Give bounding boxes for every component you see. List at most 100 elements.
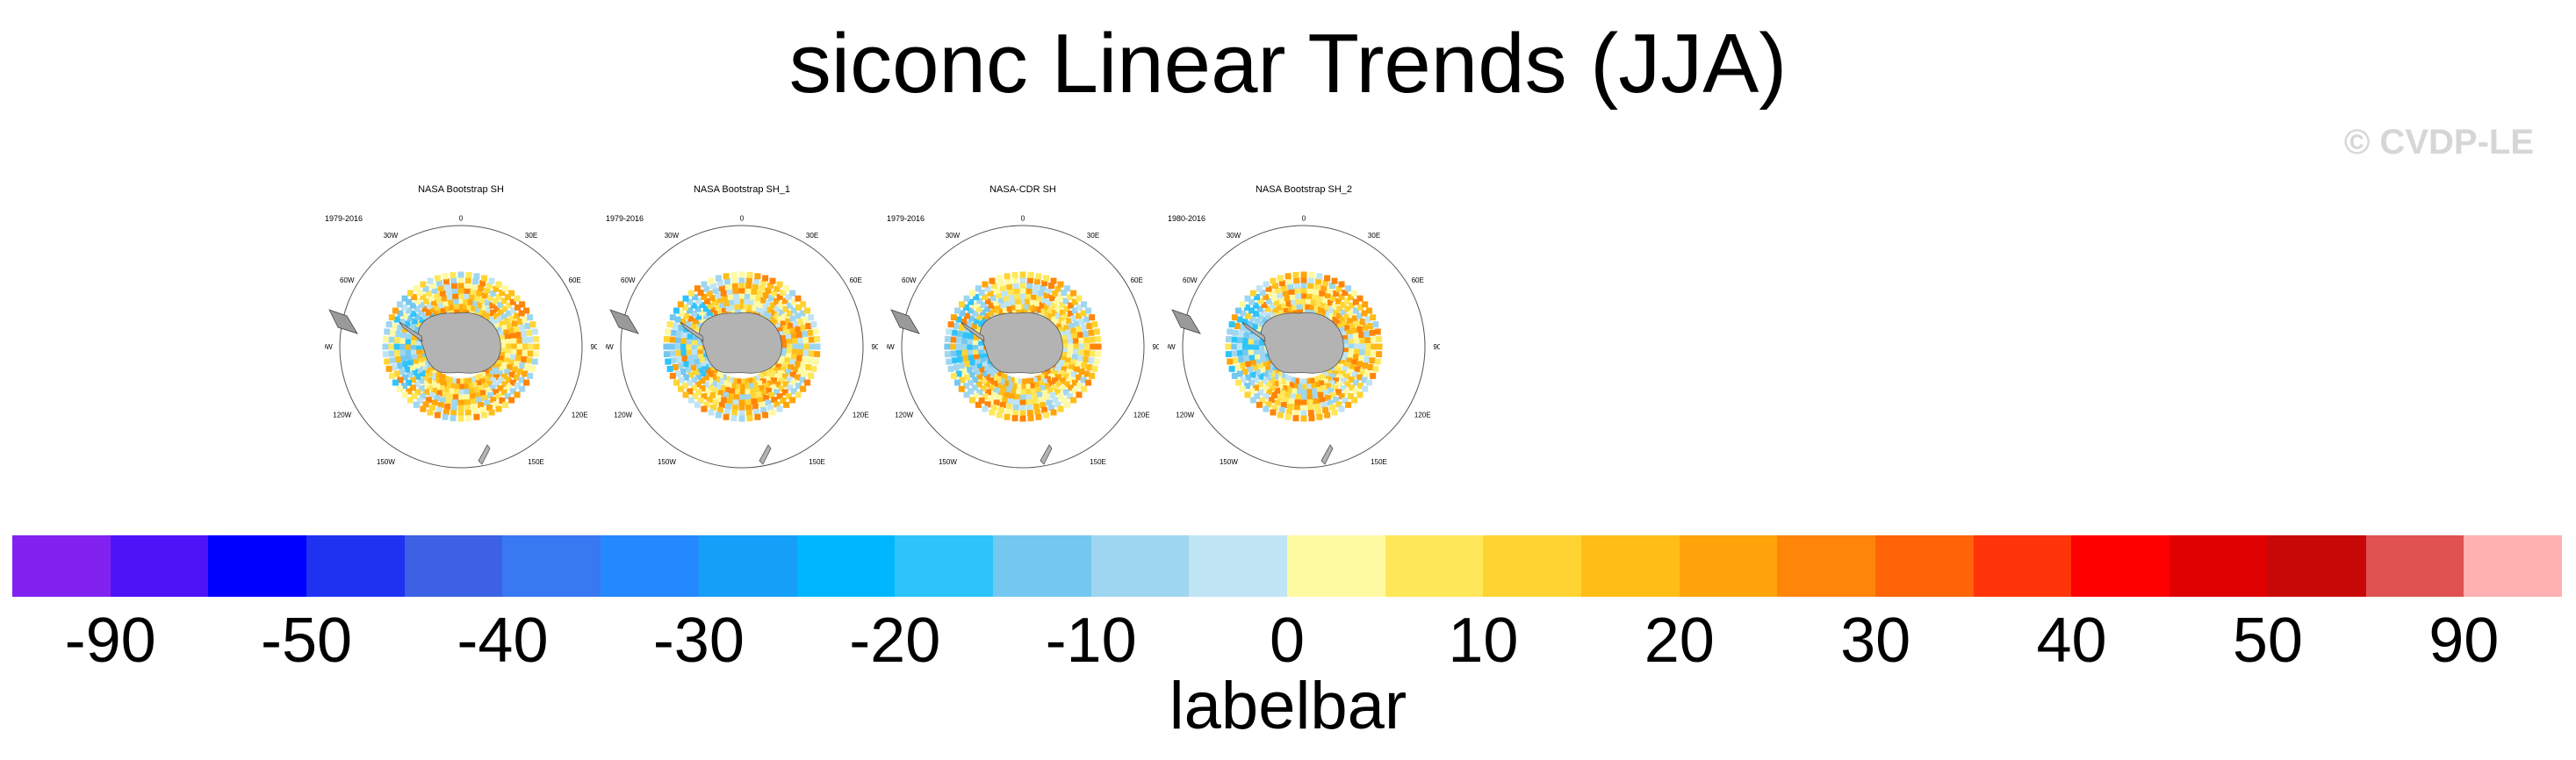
sea-ice-cell (773, 389, 780, 396)
sea-ice-cell (1054, 298, 1061, 305)
sea-ice-cell (1270, 391, 1277, 398)
sea-ice-cell (1347, 318, 1354, 325)
sea-ice-cell (770, 316, 777, 323)
sea-ice-cell (777, 360, 784, 367)
colorbar-swatch (12, 535, 111, 597)
sea-ice-cell (795, 391, 802, 398)
sea-ice-cell (795, 304, 802, 311)
sea-ice-cell (807, 357, 814, 364)
sea-ice-cell (414, 381, 421, 388)
sea-ice-cell (409, 384, 416, 391)
sea-ice-cell (1083, 356, 1090, 363)
sea-ice-cell (431, 387, 438, 394)
sea-ice-cell (1354, 343, 1361, 350)
sea-ice-cell (1279, 308, 1286, 315)
sea-ice-cell (752, 382, 759, 389)
sea-ice-cell (766, 404, 774, 411)
sea-ice-cell (1049, 391, 1056, 398)
sea-ice-cell (971, 384, 978, 391)
sea-ice-cell (1019, 415, 1026, 422)
sea-ice-cell (776, 281, 783, 288)
sea-ice-cell (488, 277, 495, 284)
sea-ice-cell (1225, 343, 1232, 350)
longitude-label: 150E (1371, 458, 1387, 466)
sea-ice-cell (751, 398, 758, 405)
sea-ice-cell (409, 343, 416, 350)
sea-ice-cell (687, 290, 694, 297)
sea-ice-cell (719, 385, 726, 392)
sea-ice-cell (522, 343, 529, 350)
sea-ice-cell (1066, 294, 1073, 301)
sea-ice-cell (972, 339, 979, 346)
sea-ice-cell (497, 385, 504, 392)
sea-ice-cell (747, 383, 754, 390)
sea-ice-cell (966, 366, 973, 373)
sea-ice-cell (396, 385, 403, 392)
sea-ice-cell (1029, 298, 1036, 305)
sea-ice-cell (1056, 363, 1063, 370)
sea-ice-cell (404, 366, 411, 373)
sea-ice-cell (738, 384, 745, 391)
sea-ice-cell (950, 372, 957, 379)
sea-ice-cell (1043, 292, 1050, 299)
sea-ice-cell (1295, 389, 1302, 396)
sea-ice-cell (461, 308, 468, 315)
sea-ice-cell (758, 301, 765, 308)
sea-ice-cell (757, 290, 764, 297)
sea-ice-cell (1320, 301, 1327, 308)
sea-ice-cell (481, 275, 488, 282)
sea-ice-cell (1264, 350, 1271, 357)
sea-ice-cell (695, 373, 702, 380)
sea-ice-cell (769, 277, 776, 284)
sea-ice-cell (1081, 324, 1088, 331)
sea-ice-cell (1241, 337, 1248, 344)
sea-ice-cell (1093, 358, 1100, 365)
sea-ice-cell (399, 343, 406, 350)
sea-ice-cell (449, 304, 456, 311)
sea-ice-cell (677, 385, 684, 392)
sea-ice-cell (1080, 310, 1087, 317)
panel-years: 1979-2016 (325, 214, 363, 223)
sea-ice-cell (469, 293, 476, 300)
longitude-label: 30E (806, 232, 818, 240)
sea-ice-cell (1374, 328, 1381, 335)
sea-ice-cell (1034, 376, 1041, 383)
sea-ice-cell (1248, 298, 1256, 305)
sea-ice-cell (1320, 402, 1328, 409)
sea-ice-cell (425, 377, 432, 384)
sea-ice-cell (1322, 280, 1329, 287)
sea-ice-cell (687, 379, 694, 386)
sea-ice-cell (452, 292, 459, 299)
sea-ice-cell (529, 365, 536, 372)
sea-ice-cell (1345, 401, 1352, 408)
sea-ice-cell (472, 300, 479, 307)
sea-ice-cell (765, 387, 772, 394)
sea-ice-cell (976, 298, 983, 305)
sea-ice-cell (1324, 394, 1331, 401)
sea-ice-cell (729, 388, 736, 395)
sea-ice-cell (769, 409, 776, 416)
sea-ice-cell (506, 302, 513, 309)
sea-ice-cell (1335, 367, 1342, 374)
colorbar-swatch (110, 535, 209, 597)
sea-ice-cell (1253, 376, 1260, 384)
sea-ice-cell (1268, 377, 1275, 384)
sea-ice-cell (1239, 324, 1246, 331)
sea-ice-cell (1296, 384, 1303, 391)
sea-ice-cell (1254, 294, 1261, 301)
sea-ice-cell (776, 405, 783, 412)
sea-ice-cell (1011, 304, 1018, 311)
sea-ice-cell (1088, 357, 1095, 364)
sea-ice-cell (393, 349, 400, 356)
sea-ice-cell (707, 384, 714, 391)
sea-ice-cell (1047, 380, 1054, 387)
sea-ice-cell (1077, 355, 1084, 362)
sea-ice-cell (1228, 365, 1235, 372)
sea-ice-cell (759, 378, 766, 385)
sea-ice-cell (433, 376, 440, 383)
sea-ice-cell (1055, 305, 1062, 312)
sea-ice-cell (1306, 287, 1313, 294)
colorbar-swatch (404, 535, 503, 597)
sea-ice-cell (717, 378, 724, 385)
sea-ice-cell (810, 321, 817, 328)
